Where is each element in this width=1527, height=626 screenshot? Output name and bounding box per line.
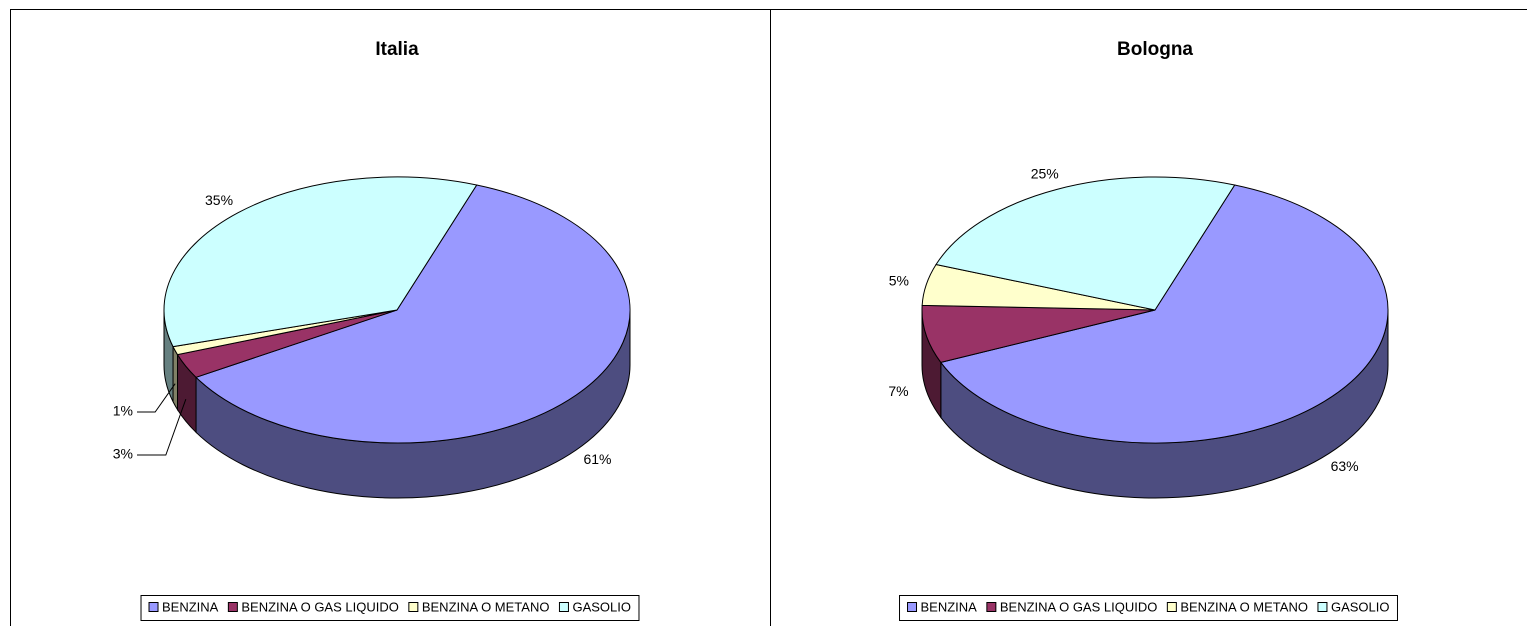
legend-label: BENZINA O METANO [1180, 599, 1308, 614]
data-label: 25% [1031, 166, 1059, 182]
legend-frame [899, 595, 1398, 621]
legend-label: BENZINA O METANO [422, 599, 550, 614]
legend-swatch [986, 602, 997, 612]
data-label: 5% [889, 272, 909, 288]
data-label: 7% [888, 383, 908, 399]
data-label: 35% [205, 192, 233, 208]
pie-tops [921, 176, 1389, 444]
legend-swatch [148, 602, 159, 612]
data-label: 3% [113, 446, 133, 462]
data-label: 1% [113, 403, 133, 419]
chart-title: Bologna [1117, 39, 1193, 60]
pie-slice [939, 184, 1389, 444]
leader-line [137, 383, 176, 413]
legend-label: BENZINA [162, 599, 219, 614]
leader-line [137, 399, 187, 456]
legend-frame [140, 595, 640, 621]
legend-label: BENZINA O GAS LIQUIDO [1000, 599, 1157, 614]
data-label: 63% [1331, 458, 1359, 474]
pie-slice [163, 176, 478, 348]
pie-tops [163, 176, 631, 444]
legend-label: GASOLIO [572, 599, 631, 614]
legend-swatch [1166, 602, 1177, 612]
legend: BENZINA BENZINA O GAS LIQUIDO BENZINA O ME… [907, 599, 1390, 614]
chart-title: Italia [375, 39, 419, 60]
legend-swatch [907, 602, 918, 612]
legend-swatch [1317, 602, 1328, 612]
legend-swatch [558, 602, 569, 612]
data-label: 61% [583, 451, 611, 467]
legend-label: GASOLIO [1331, 599, 1390, 614]
legend-swatch [408, 602, 419, 612]
legend-label: BENZINA O GAS LIQUIDO [241, 599, 398, 614]
legend-swatch [227, 602, 238, 612]
legend: BENZINA BENZINA O GAS LIQUIDO BENZINA O ME… [148, 599, 631, 614]
pie-slice [921, 304, 1156, 363]
pie-slice [935, 176, 1236, 311]
legend-label: BENZINA [921, 599, 978, 614]
pie-sides [163, 309, 631, 499]
slice-side [172, 346, 179, 412]
pie-slice [195, 184, 631, 444]
